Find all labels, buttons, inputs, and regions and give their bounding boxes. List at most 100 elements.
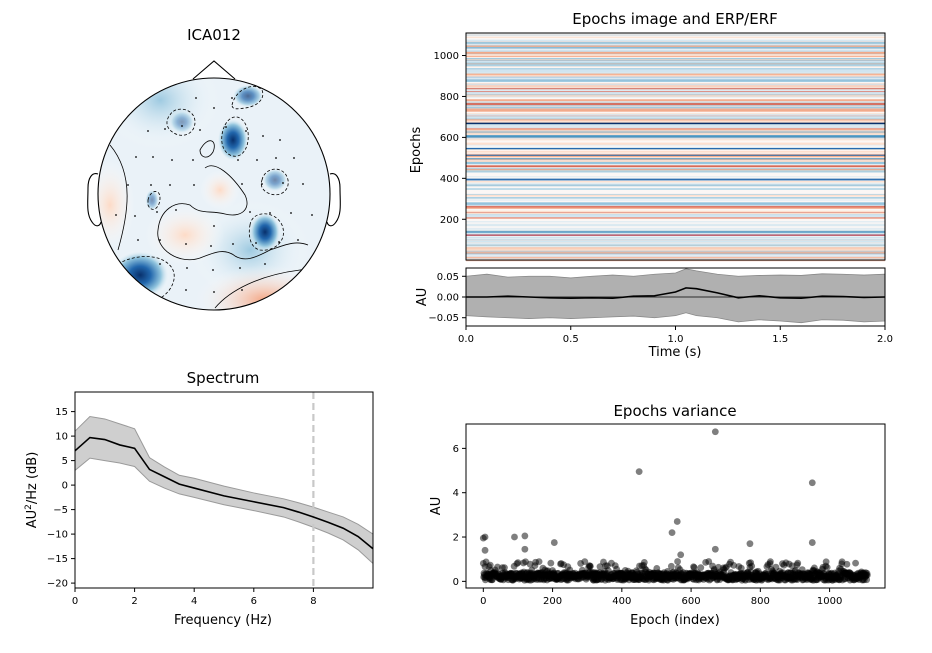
spectrum-title: Spectrum <box>187 369 260 387</box>
spectrum-panel: Spectrum Frequency (Hz) AU2/Hz (dB) 0 2 4 6… <box>24 369 374 628</box>
epoch-row <box>466 100 885 103</box>
epoch-row <box>466 83 885 86</box>
epoch-row <box>466 197 885 199</box>
epoch-row <box>466 68 885 70</box>
epoch-row <box>466 227 885 230</box>
epoch-row <box>466 143 885 145</box>
epoch-row <box>466 150 885 153</box>
epochs-image-title: Epochs image and ERP/ERF <box>572 10 778 28</box>
spectrum-ticks: 0 2 4 6 8 15 10 5 0 −5 −10 −15 −20 <box>47 407 317 607</box>
variance-point <box>697 564 705 572</box>
erp-mean-line <box>466 287 886 300</box>
epoch-row <box>466 229 885 231</box>
epoch-row <box>466 199 885 201</box>
variance-point <box>535 558 543 566</box>
epoch-row <box>466 255 885 257</box>
epoch-row <box>466 70 885 74</box>
epoch-row <box>466 188 885 190</box>
ytick-label: 4 <box>453 488 459 499</box>
epoch-row <box>466 74 885 77</box>
epoch-row <box>466 153 885 156</box>
variance-point <box>635 468 643 476</box>
ytick-label: 600 <box>440 133 459 144</box>
epoch-row <box>466 217 885 219</box>
epoch-row <box>466 127 885 130</box>
epoch-row <box>466 202 885 204</box>
epoch-row <box>466 144 885 146</box>
epoch-row <box>466 126 885 129</box>
variance-point <box>673 518 681 525</box>
spectrum-frame <box>74 391 374 589</box>
epoch-row <box>466 253 885 255</box>
variance-point <box>667 562 675 570</box>
variance-point <box>794 559 802 567</box>
epoch-row <box>466 49 885 52</box>
variance-point <box>808 539 816 546</box>
epoch-row <box>466 55 885 58</box>
epoch-row <box>466 109 885 112</box>
epoch-row <box>466 130 885 132</box>
epochs-image-panel: Epochs image and ERP/ERF Epochs 200 400 60… <box>409 10 886 262</box>
epoch-row <box>466 34 885 37</box>
variance-point <box>486 561 494 569</box>
variance-point <box>521 532 529 540</box>
epoch-row <box>466 232 885 235</box>
xtick-label: 400 <box>612 596 631 607</box>
xtick-label: 0 <box>480 596 486 607</box>
epoch-row <box>466 154 885 156</box>
xtick-label: 1.5 <box>772 334 788 345</box>
variance-point <box>501 564 508 572</box>
epoch-row <box>466 248 885 250</box>
epoch-row <box>466 87 885 89</box>
epoch-row <box>466 103 885 106</box>
variance-ylabel: AU <box>429 497 444 515</box>
xtick-label: 0 <box>72 596 78 607</box>
epoch-row <box>466 207 885 209</box>
epoch-row <box>466 80 885 83</box>
epoch-row <box>466 64 885 67</box>
epoch-row <box>466 215 885 217</box>
variance-point <box>668 529 676 536</box>
epoch-row <box>466 57 885 60</box>
epoch-row <box>466 60 885 62</box>
epoch-row <box>466 257 885 259</box>
epoch-row <box>466 77 885 79</box>
epoch-row <box>466 231 885 233</box>
xtick-label: 6 <box>251 596 257 607</box>
epoch-row <box>466 91 885 94</box>
xtick-label: 1.0 <box>668 334 684 345</box>
epoch-row <box>466 251 885 254</box>
ytick-label: −5 <box>53 505 68 516</box>
epoch-row <box>466 118 885 120</box>
ytick-label: 6 <box>453 444 459 455</box>
epoch-row <box>466 44 885 46</box>
xtick-label: 1000 <box>817 596 842 607</box>
epoch-row <box>466 138 885 141</box>
variance-point <box>547 559 555 567</box>
variance-point <box>596 563 604 571</box>
variance-point <box>822 558 830 566</box>
epoch-row <box>466 148 885 150</box>
variance-point <box>737 564 745 572</box>
epoch-row <box>466 36 885 38</box>
epoch-row <box>466 91 885 93</box>
epoch-row <box>466 142 885 144</box>
epoch-row <box>466 168 885 169</box>
epochs-image-frame <box>465 32 886 261</box>
variance-point <box>479 534 487 542</box>
epoch-row <box>466 47 885 48</box>
variance-point <box>808 479 816 487</box>
epoch-row <box>466 256 885 258</box>
variance-point <box>550 539 558 546</box>
ytick-label: −20 <box>47 579 68 590</box>
epoch-row <box>466 100 885 102</box>
epoch-row <box>466 69 885 72</box>
ytick-label: 0 <box>62 481 68 492</box>
epoch-row <box>466 39 885 42</box>
variance-plot <box>479 428 871 584</box>
epoch-row <box>466 155 885 158</box>
spectrum-xlabel: Frequency (Hz) <box>174 613 272 628</box>
ytick-label: 0.05 <box>437 272 459 283</box>
epoch-row <box>466 58 885 60</box>
epoch-row <box>466 63 885 65</box>
